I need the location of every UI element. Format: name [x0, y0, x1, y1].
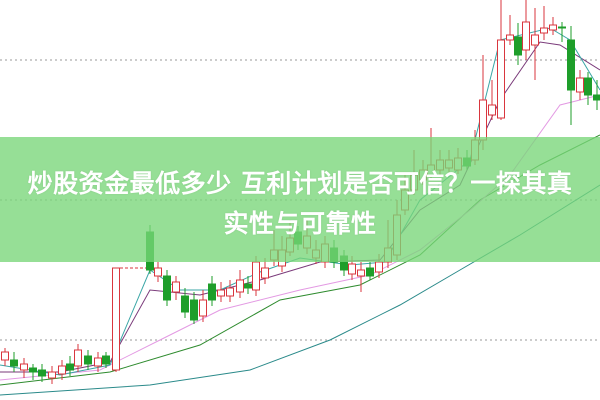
candle-up	[217, 289, 225, 297]
article-title-line-1: 炒股资金最低多少 互利计划是否可信？一探其真	[27, 169, 573, 198]
candle-down	[244, 283, 252, 289]
candle-down	[558, 26, 566, 29]
candle-up	[226, 287, 234, 297]
candle-up	[74, 349, 82, 367]
candle-down	[66, 363, 74, 371]
candle-up	[375, 261, 383, 273]
candle-up	[172, 281, 180, 293]
candle-down	[567, 39, 575, 91]
candle-down	[584, 77, 592, 96]
candle-down	[29, 367, 37, 373]
candle-up	[94, 357, 102, 367]
candle-down	[181, 295, 189, 313]
candle-up	[348, 263, 356, 275]
candle-up	[497, 39, 505, 119]
candle-down	[38, 369, 46, 377]
candle-up	[549, 24, 557, 31]
candle-down	[190, 299, 198, 321]
candle-up	[58, 365, 66, 375]
candle-up	[576, 77, 584, 93]
candle-up	[252, 261, 260, 291]
candle-up	[261, 267, 269, 279]
candle-up	[540, 27, 548, 34]
candle-down	[514, 36, 522, 56]
candle-down	[84, 355, 92, 365]
candle-up	[488, 104, 496, 116]
candle-up	[1, 351, 9, 361]
candle-down	[10, 359, 18, 367]
candle-down	[163, 275, 171, 301]
candle-up	[20, 363, 28, 371]
candle-up	[199, 299, 207, 317]
candle-up	[522, 21, 530, 51]
article-title-line-2: 实性与可靠性	[223, 209, 377, 238]
candle-up	[154, 267, 162, 277]
candle-down	[208, 283, 216, 301]
candle-up	[357, 269, 365, 277]
article-title: 炒股资金最低多少 互利计划是否可信？一探其真 实性与可靠性	[0, 164, 600, 244]
title-banner	[0, 137, 600, 262]
candle-up	[48, 371, 56, 379]
candle-up	[531, 34, 539, 46]
candle-down	[366, 267, 374, 277]
candle-up	[506, 34, 514, 41]
candle-up	[112, 267, 120, 371]
candle-up	[479, 99, 487, 141]
candle-down	[593, 94, 600, 101]
candle-up	[236, 279, 244, 293]
candle-down	[102, 355, 110, 365]
